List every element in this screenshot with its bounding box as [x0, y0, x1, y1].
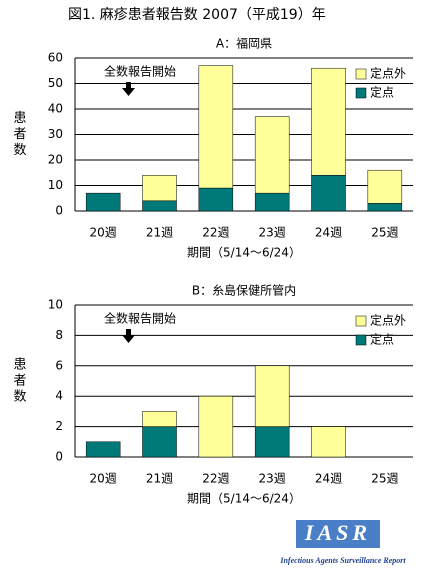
logo-box: [296, 520, 380, 548]
y-tick-label: 30: [48, 127, 63, 141]
y-tick-label: 60: [48, 51, 63, 65]
legend-label: 定点外: [370, 313, 406, 328]
bar-segment: [367, 203, 403, 212]
chart-title: B：糸島保健所管内: [192, 283, 296, 298]
x-tick-label: 24週: [315, 472, 342, 486]
bar-segment: [311, 175, 346, 212]
x-tick-label: 23週: [259, 472, 286, 486]
y-tick-label: 50: [48, 76, 63, 90]
logo-subtitle: Infectious Agents Surveillance Report: [279, 556, 406, 565]
bar-segment: [85, 192, 121, 212]
bar-segment: [311, 67, 346, 176]
annotation-arrow: [122, 329, 135, 343]
bar-segment: [142, 175, 177, 202]
x-axis-label: 期間（5/14～6/24）: [187, 492, 301, 506]
y-tick-label: 8: [55, 328, 63, 342]
bar-segment: [142, 426, 177, 458]
y-tick-label: 0: [55, 204, 63, 218]
x-tick-label: 22週: [202, 226, 229, 240]
x-tick-label: 21週: [146, 472, 173, 486]
legend-label: 定点: [370, 332, 394, 347]
bar-segment: [198, 395, 234, 458]
figure-title: 図1. 麻疹患者報告数 2007（平成19）年: [68, 7, 326, 23]
bar-segment: [367, 169, 403, 204]
x-tick-label: 23週: [259, 226, 286, 240]
legend-label: 定点外: [370, 66, 406, 81]
y-tick-label: 4: [55, 389, 63, 403]
legend-swatch: [355, 68, 367, 80]
bar-segment: [142, 411, 177, 427]
x-tick-label: 21週: [146, 226, 173, 240]
y-tick-label: 40: [48, 102, 63, 116]
y-tick-label: 10: [48, 178, 63, 192]
bar-segment: [254, 192, 290, 212]
bar-segment: [254, 365, 290, 427]
legend-label: 定点: [370, 85, 394, 100]
legend-swatch: [355, 315, 367, 327]
y-tick-label: 0: [55, 450, 63, 464]
y-tick-label: 6: [55, 358, 63, 372]
annotation: 全数報告開始: [104, 64, 176, 79]
bar-segment: [85, 441, 121, 458]
y-axis-label: 患者数: [11, 357, 27, 405]
y-tick-label: 10: [48, 298, 63, 312]
bar-segment: [198, 187, 234, 212]
bar-segment: [198, 65, 234, 189]
x-tick-label: 20週: [90, 472, 117, 486]
logo-text: IASR: [304, 520, 371, 545]
bar-segment: [254, 116, 290, 194]
y-tick-label: 20: [48, 153, 63, 167]
annotation: 全数報告開始: [104, 311, 176, 326]
x-tick-label: 20週: [90, 226, 117, 240]
chart-title: A：福岡県: [216, 36, 272, 51]
bar-segment: [311, 426, 346, 458]
annotation-arrow: [122, 82, 135, 96]
x-tick-label: 22週: [202, 472, 229, 486]
bar-segment: [142, 200, 177, 212]
x-tick-label: 24週: [315, 226, 342, 240]
bar-segment: [254, 426, 290, 458]
legend-swatch: [355, 334, 367, 346]
y-tick-label: 2: [55, 419, 63, 433]
x-axis-label: 期間（5/14～6/24）: [187, 246, 301, 260]
x-tick-label: 25週: [371, 472, 398, 486]
y-axis-label: 患者数: [11, 111, 27, 159]
legend-swatch: [355, 87, 367, 99]
x-tick-label: 25週: [371, 226, 398, 240]
